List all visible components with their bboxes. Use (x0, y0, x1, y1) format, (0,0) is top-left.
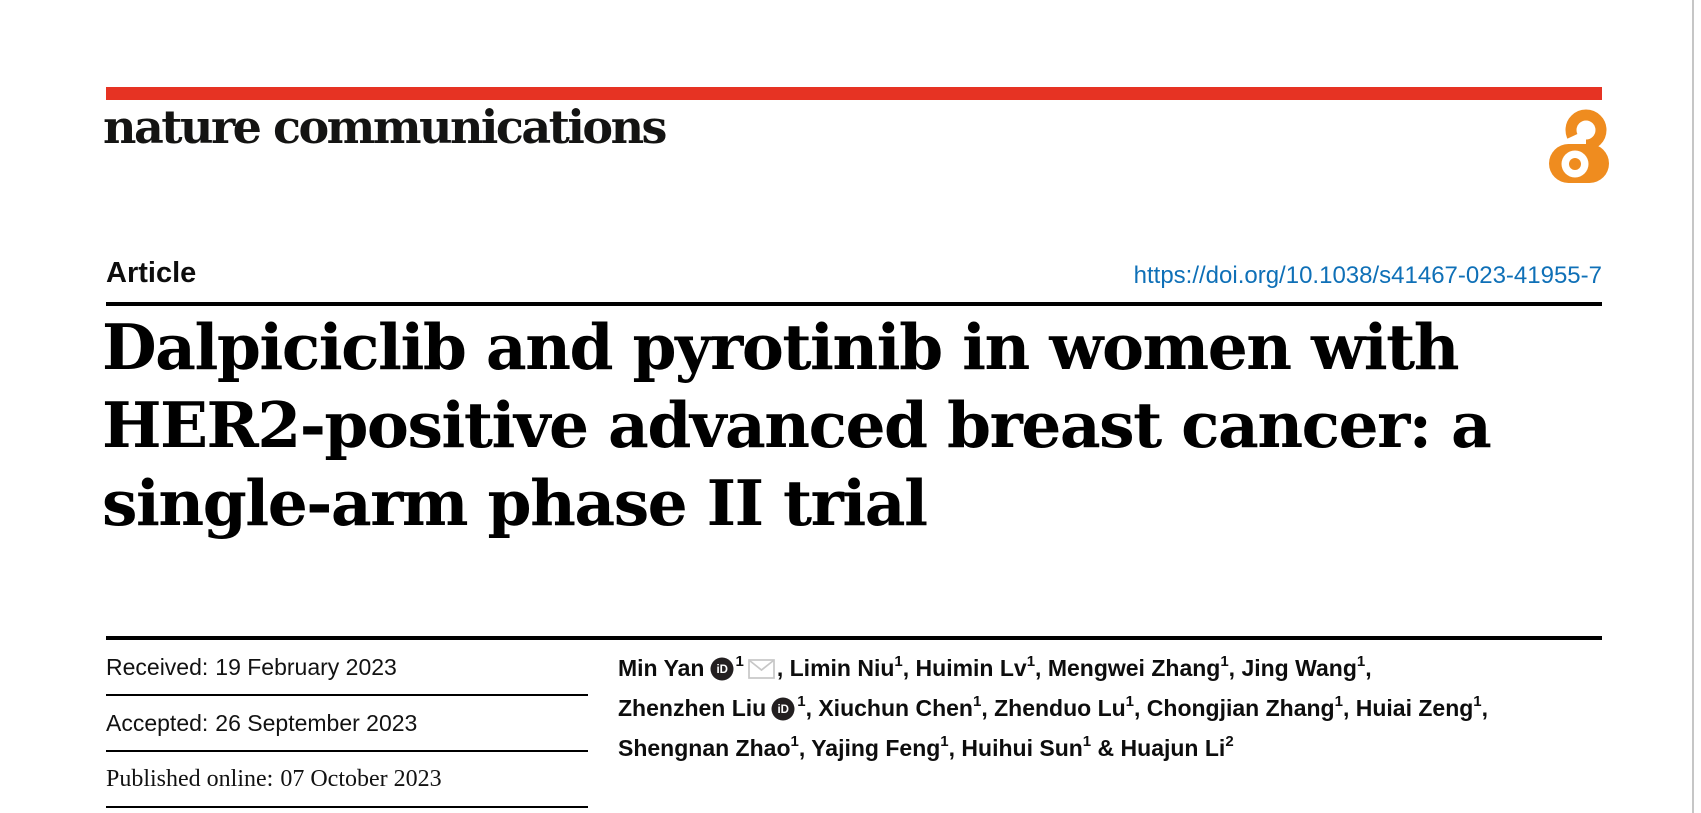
author-name: Xiuchun Chen (818, 695, 973, 721)
author-line: Shengnan Zhao1, Yajing Feng1, Huihui Sun… (618, 731, 1618, 766)
author-affiliation-superscript: 1 (1220, 653, 1229, 671)
author-affiliation-superscript: 1 (797, 693, 806, 711)
svg-text:iD: iD (716, 664, 728, 676)
author-separator: & (1091, 735, 1121, 761)
article-title-line: single-arm phase II trial (102, 466, 928, 540)
author-name: Chongjian Zhang (1146, 695, 1335, 721)
author-affiliation-superscript: 1 (1125, 693, 1135, 711)
author-name: Zhenduo Lu (994, 695, 1126, 721)
published-online-row: Published online: 07 October 2023 (106, 752, 588, 808)
author-separator: , (1342, 695, 1356, 721)
author-affiliation-superscript: 1 (1082, 733, 1092, 751)
doi-link[interactable]: https://doi.org/10.1038/s41467-023-41955… (1133, 262, 1602, 289)
author-name: Yajing Feng (811, 735, 941, 761)
author-separator: , (1134, 695, 1147, 721)
author-name: Huihui Sun (961, 735, 1083, 761)
received-date-row: Received: 19 February 2023 (106, 640, 588, 696)
orcid-icon[interactable]: iD (771, 696, 795, 731)
nature-communications-logo: nature communications (103, 100, 667, 154)
author-separator: , (948, 735, 962, 761)
accepted-date: 26 September 2023 (215, 709, 418, 736)
author-affiliation-superscript: 1 (894, 653, 903, 671)
header-rule (106, 302, 1602, 306)
author-separator: , (902, 655, 916, 681)
email-envelope-icon[interactable] (747, 654, 775, 689)
author-affiliation-superscript: 1 (1334, 693, 1343, 711)
author-name: Limin Niu (789, 655, 895, 681)
author-separator: , (1481, 695, 1489, 721)
author-separator: , (776, 655, 790, 681)
author-name: Huimin Lv (915, 655, 1027, 681)
author-name: Zhenzhen Liu (618, 695, 767, 721)
author-line: Zhenzhen Liu iD 1, Xiuchun Chen1, Zhenduo … (618, 691, 1618, 731)
author-name: Huajun Li (1120, 735, 1226, 761)
brand-red-bar (106, 87, 1602, 100)
section-rule (106, 636, 1602, 640)
received-date: 19 February 2023 (215, 653, 397, 680)
author-list: Min Yan iD 1, Limin Niu1, Huimin Lv1, Meng… (618, 651, 1618, 766)
doi-row: https://doi.org/10.1038/s41467-023-41955… (106, 262, 1602, 290)
published-online-date: 07 October 2023 (280, 765, 442, 792)
author-separator: , (981, 695, 995, 721)
accepted-date-row: Accepted: 26 September 2023 (106, 696, 588, 752)
received-label: Received: (106, 653, 209, 680)
author-separator: , (1035, 655, 1048, 681)
orcid-icon[interactable]: iD (710, 656, 734, 691)
author-affiliation-superscript: 1 (940, 733, 949, 751)
page-right-edge (1692, 0, 1694, 813)
article-title: Dalpiciclib and pyrotinib in women with … (102, 308, 1562, 542)
author-separator: , (1228, 655, 1242, 681)
author-affiliation-superscript: 1 (1473, 693, 1482, 711)
author-affiliation-superscript: 2 (1225, 733, 1234, 751)
open-access-lock-icon (1548, 108, 1610, 189)
author-name: Huiai Zeng (1355, 695, 1474, 721)
article-type-label: Article (106, 257, 197, 289)
accepted-label: Accepted: (106, 709, 209, 736)
article-title-line: Dalpiciclib and pyrotinib in women with (102, 310, 1460, 384)
author-name: Shengnan Zhao (618, 735, 791, 761)
author-affiliation-superscript: 1 (1026, 653, 1036, 671)
svg-text:iD: iD (778, 704, 790, 716)
published-online-label: Published online: (106, 765, 274, 792)
author-affiliation-superscript: 1 (972, 693, 982, 711)
author-name: Min Yan (618, 655, 705, 681)
author-affiliation-superscript: 1 (790, 733, 799, 751)
author-separator: , (798, 735, 812, 761)
author-affiliation-superscript: 1 (735, 653, 744, 671)
author-separator: , (805, 695, 819, 721)
article-title-line: HER2-positive advanced breast cancer: a (102, 388, 1492, 462)
author-affiliation-superscript: 1 (1356, 653, 1366, 671)
author-line: Min Yan iD 1, Limin Niu1, Huimin Lv1, Meng… (618, 651, 1618, 691)
author-name: Jing Wang (1241, 655, 1357, 681)
author-separator: , (1365, 655, 1372, 681)
author-name: Mengwei Zhang (1047, 655, 1221, 681)
publication-history: Received: 19 February 2023 Accepted: 26 … (106, 640, 588, 808)
